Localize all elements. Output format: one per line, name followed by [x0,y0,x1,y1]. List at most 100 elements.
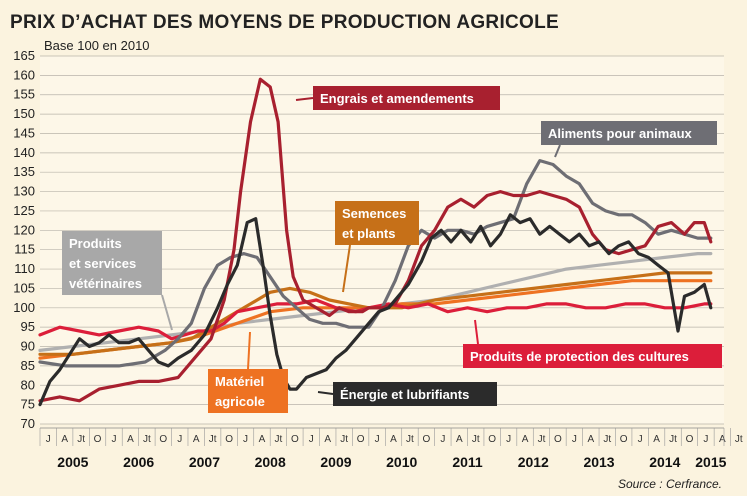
x-month-label: O [291,434,299,445]
chart-source: Source : Cerfrance. [618,477,722,491]
x-month-label: A [324,434,331,445]
label-box [335,201,419,245]
x-year-label: 2014 [649,454,680,470]
x-month-label: J [375,434,380,445]
x-year-label: 2010 [386,454,417,470]
x-month-label: O [554,434,562,445]
x-month-label: J [572,434,577,445]
y-tick-label: 145 [13,125,35,140]
x-month-label: J [703,434,708,445]
label-text: et services [69,256,136,271]
x-year-label: 2013 [583,454,614,470]
series-label-0: Engrais et amendements [295,86,500,110]
y-tick-label: 125 [13,203,35,218]
x-year-label: 2011 [452,454,483,470]
x-month-label: J [177,434,182,445]
x-month-label: J [440,434,445,445]
series-line-6 [38,298,713,341]
y-tick-label: 90 [21,339,35,354]
x-month-label: A [719,434,726,445]
x-month-label: Jt [603,434,611,445]
label-text: et plants [342,226,395,241]
y-tick-label: 155 [13,87,35,102]
x-month-label: Jt [209,434,217,445]
y-tick-label: 160 [13,67,35,82]
x-month-label: Jt [472,434,480,445]
y-tick-label: 75 [21,397,35,412]
y-tick-label: 165 [13,48,35,63]
x-year-label: 2009 [320,454,351,470]
y-tick-label: 70 [21,416,35,431]
x-year-label: 2005 [57,454,88,470]
y-tick-label: 130 [13,184,35,199]
label-text: Aliments pour animaux [548,126,693,141]
x-month-label: J [309,434,314,445]
x-month-label: A [127,434,134,445]
label-text: Engrais et amendements [320,91,474,106]
series-label-5: Matériel agricole [208,331,288,413]
x-month-label: J [46,434,51,445]
x-month-label: O [357,434,365,445]
series-label-6: Énergie et lubrifiants [317,382,497,406]
x-month-label: Jt [669,434,677,445]
x-month-label: Jt [143,434,151,445]
x-month-label: Jt [735,434,743,445]
y-tick-label: 150 [13,106,35,121]
label-text: Produits [69,236,122,251]
label-text: agricole [215,394,265,409]
label-box [541,121,717,145]
series-line-2 [38,213,713,407]
label-pointer [295,97,314,101]
label-text: Produits de protection des cultures [470,349,689,364]
y-tick-label: 140 [13,145,35,160]
x-month-label: J [506,434,511,445]
x-month-label: Jt [538,434,546,445]
x-month-label: A [587,434,594,445]
y-tick-label: 105 [13,280,35,295]
x-month-label: J [638,434,643,445]
label-pointer [554,144,561,158]
x-month-label: O [225,434,233,445]
x-month-label: A [653,434,660,445]
label-box [208,369,288,413]
label-box [333,382,497,406]
label-text: Semences [342,206,406,221]
label-pointer [342,244,351,293]
x-year-label: 2015 [695,454,726,470]
y-tick-label: 110 [14,261,35,276]
x-month-label: A [390,434,397,445]
x-month-label: O [94,434,102,445]
x-month-label: A [61,434,68,445]
x-month-label: O [686,434,694,445]
y-tick-label: 95 [21,319,35,334]
x-month-label: Jt [406,434,414,445]
chart-subtitle: Base 100 en 2010 [44,38,150,53]
label-text: Énergie et lubrifiants [340,387,469,402]
x-month-label: O [620,434,628,445]
label-pointer [317,391,334,395]
label-text: vétérinaires [69,276,142,291]
x-year-label: 2012 [518,454,549,470]
x-month-label: Jt [340,434,348,445]
x-month-label: O [488,434,496,445]
series-label-3: Produits et services vétérinaires [62,231,173,331]
label-pointer [474,319,479,345]
y-tick-label: 100 [13,300,35,315]
x-month-label: A [259,434,266,445]
x-month-label: Jt [275,434,283,445]
x-month-label: A [522,434,529,445]
y-tick-label: 135 [13,164,35,179]
series-label-1: Aliments pour animaux [541,121,717,158]
x-month-label: A [193,434,200,445]
x-year-label: 2006 [123,454,154,470]
series-label-2: Semences et plants [335,201,419,293]
x-month-label: A [456,434,463,445]
x-month-label: O [423,434,431,445]
series-line-1 [38,159,713,368]
series-label-4: Produits de protection des cultures [463,319,722,368]
x-month-label: J [243,434,248,445]
label-box [62,231,162,295]
chart-title: PRIX D’ACHAT DES MOYENS DE PRODUCTION AG… [10,12,559,33]
